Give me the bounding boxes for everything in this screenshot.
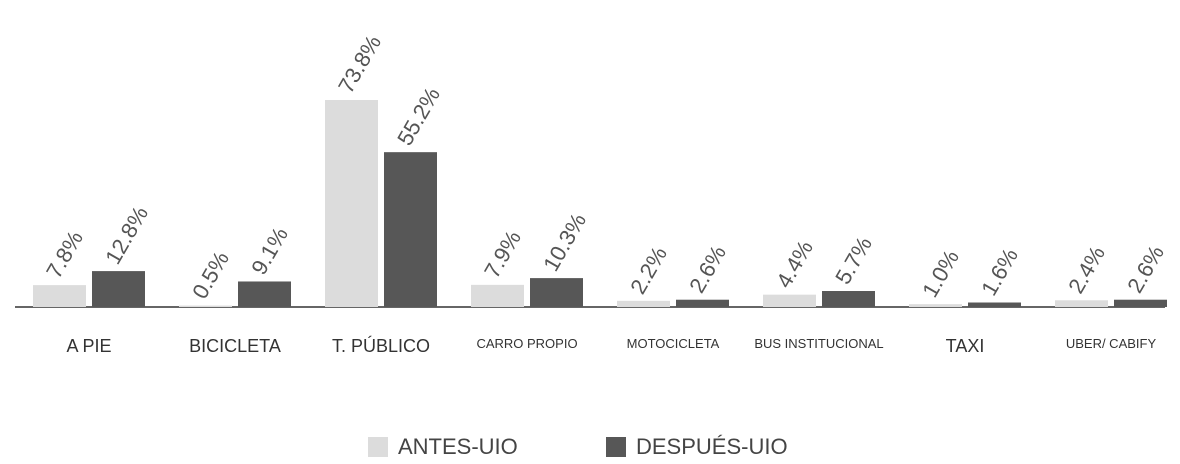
x-tick-label: T. PÚBLICO: [331, 336, 431, 356]
bar: [1055, 300, 1108, 307]
bar: [384, 152, 437, 307]
value-label: 1.0%: [917, 246, 964, 302]
value-label: 12.8%: [100, 202, 153, 269]
bar: [968, 302, 1021, 307]
value-label: 4.4%: [771, 236, 818, 292]
value-label: 2.4%: [1063, 242, 1110, 298]
value-label: 73.8%: [333, 31, 386, 98]
legend-label: ANTES-UIO: [398, 434, 518, 459]
bar: [325, 100, 378, 307]
x-tick-label: A PIE: [66, 336, 112, 356]
value-label: 9.1%: [246, 223, 293, 279]
bar: [238, 281, 291, 307]
value-label: 2.6%: [684, 241, 731, 297]
x-tick-label: MOTOCICLETA: [626, 336, 720, 351]
bar: [92, 271, 145, 307]
bar: [1114, 299, 1167, 307]
bar: [676, 299, 729, 307]
bar: [530, 278, 583, 307]
x-tick-label: UBER/ CABIFY: [1065, 336, 1157, 351]
value-label: 2.2%: [625, 242, 672, 298]
value-label: 10.3%: [538, 209, 591, 276]
legend-label: DESPUÉS-UIO: [636, 434, 788, 459]
bar: [822, 291, 875, 307]
value-label: 5.7%: [830, 232, 877, 288]
bar: [909, 304, 962, 307]
value-label: 55.2%: [392, 83, 445, 150]
x-tick-label: BUS INSTITUCIONAL: [754, 336, 884, 351]
bar: [471, 284, 524, 307]
bar: [33, 285, 86, 307]
bar: [617, 300, 670, 307]
value-label: 7.9%: [479, 226, 526, 282]
x-tick-label: BICICLETA: [189, 336, 281, 356]
bar: [763, 294, 816, 307]
legend-swatch: [606, 437, 626, 457]
x-tick-label: CARRO PROPIO: [476, 336, 578, 351]
legend-swatch: [368, 437, 388, 457]
x-tick-label: TAXI: [945, 336, 985, 356]
value-label: 7.8%: [41, 227, 88, 283]
value-label: 2.6%: [1122, 241, 1169, 297]
value-label: 1.6%: [976, 244, 1023, 300]
value-label: 0.5%: [187, 247, 234, 303]
bar: [179, 305, 232, 307]
